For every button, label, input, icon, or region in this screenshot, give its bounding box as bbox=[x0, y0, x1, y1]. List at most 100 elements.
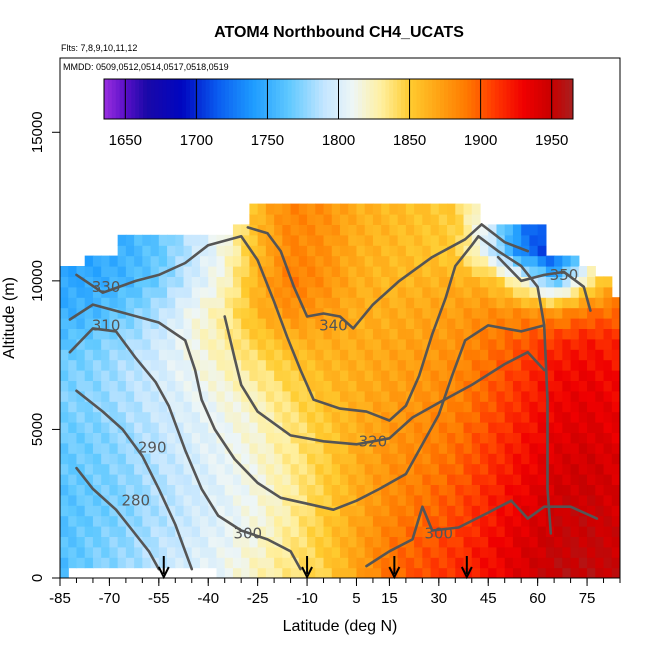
heatmap-cell bbox=[348, 286, 358, 298]
heatmap-cell bbox=[249, 390, 259, 402]
heatmap-cell bbox=[480, 453, 489, 465]
heatmap-cell bbox=[340, 422, 349, 433]
heatmap-cell bbox=[134, 526, 143, 537]
heatmap-cell bbox=[587, 546, 596, 558]
heatmap-cell bbox=[200, 276, 209, 288]
heatmap-cell bbox=[323, 370, 333, 381]
heatmap-cell bbox=[167, 255, 176, 267]
heatmap-cell bbox=[150, 411, 160, 423]
heatmap-cell bbox=[134, 245, 143, 257]
heatmap-cell bbox=[142, 359, 152, 371]
heatmap-cell bbox=[68, 546, 78, 558]
heatmap-cell bbox=[76, 474, 86, 485]
colorbar-cell bbox=[326, 79, 332, 119]
heatmap-cell bbox=[438, 390, 448, 402]
heatmap-cell bbox=[545, 401, 555, 413]
heatmap-cell bbox=[158, 432, 168, 444]
heatmap-cell bbox=[471, 203, 481, 215]
heatmap-cell bbox=[265, 245, 275, 257]
contour-line bbox=[496, 255, 592, 312]
heatmap-cell bbox=[117, 401, 127, 413]
heatmap-cell bbox=[595, 328, 605, 340]
heatmap-cell bbox=[447, 463, 456, 475]
contour-label: 290 bbox=[138, 438, 167, 456]
heatmap-cell bbox=[405, 463, 415, 475]
heatmap-cell bbox=[389, 255, 399, 267]
heatmap-cell bbox=[405, 411, 415, 423]
heatmap-cell bbox=[257, 328, 267, 340]
heatmap-cell bbox=[447, 318, 456, 329]
heatmap-cell bbox=[356, 307, 366, 319]
heatmap-cell bbox=[537, 557, 547, 569]
heatmap-cell bbox=[134, 453, 143, 465]
heatmap-cell bbox=[307, 359, 316, 371]
heatmap-cell bbox=[430, 297, 440, 309]
heatmap-cell bbox=[60, 484, 69, 496]
heatmap-cell bbox=[422, 286, 432, 298]
heatmap-cell bbox=[364, 401, 374, 413]
heatmap-cell bbox=[134, 463, 143, 475]
heatmap-cells bbox=[60, 203, 620, 578]
heatmap-cell bbox=[603, 515, 613, 527]
heatmap-cell bbox=[315, 453, 325, 465]
heatmap-cell bbox=[76, 546, 86, 558]
heatmap-cell bbox=[216, 557, 226, 569]
heatmap-cell bbox=[471, 318, 481, 329]
heatmap-cell bbox=[504, 432, 514, 444]
heatmap-cell bbox=[471, 453, 481, 465]
colorbar-cell bbox=[107, 79, 113, 119]
heatmap-cell bbox=[537, 276, 547, 288]
heatmap-cell bbox=[447, 380, 456, 392]
heatmap-cell bbox=[249, 286, 259, 298]
heatmap-cell bbox=[537, 234, 547, 246]
heatmap-cell bbox=[414, 442, 423, 454]
heatmap-cell bbox=[562, 318, 572, 329]
heatmap-cell bbox=[208, 380, 218, 392]
heatmap-cell bbox=[84, 297, 94, 309]
heatmap-cell bbox=[455, 494, 465, 506]
heatmap-cell bbox=[175, 494, 185, 506]
heatmap-cell bbox=[545, 266, 555, 277]
heatmap-cell bbox=[496, 286, 506, 298]
heatmap-cell bbox=[356, 255, 366, 267]
heatmap-cell bbox=[175, 338, 185, 350]
heatmap-cell bbox=[537, 422, 547, 433]
heatmap-cell bbox=[340, 245, 349, 257]
heatmap-cell bbox=[216, 505, 226, 517]
heatmap-cell bbox=[438, 484, 448, 496]
heatmap-cell bbox=[356, 224, 366, 236]
colorbar-cell bbox=[522, 79, 527, 119]
heatmap-cell bbox=[570, 307, 580, 319]
colorbar-cell bbox=[369, 79, 375, 119]
heatmap-cell bbox=[274, 380, 283, 392]
heatmap-cell bbox=[570, 432, 580, 444]
heatmap-cell bbox=[356, 463, 366, 475]
heatmap-cell bbox=[521, 401, 531, 413]
heatmap-cell bbox=[422, 214, 432, 225]
heatmap-cell bbox=[405, 276, 415, 288]
heatmap-cell bbox=[521, 328, 531, 340]
heatmap-cell bbox=[397, 266, 407, 277]
heatmap-cell bbox=[150, 286, 160, 298]
heatmap-cell bbox=[463, 234, 473, 246]
heatmap-cell bbox=[381, 474, 391, 485]
heatmap-cell bbox=[397, 390, 407, 402]
heatmap-cell bbox=[521, 515, 531, 527]
heatmap-cell bbox=[356, 546, 366, 558]
heatmap-cell bbox=[438, 307, 448, 319]
heatmap-cell bbox=[554, 453, 563, 465]
heatmap-cell bbox=[372, 214, 382, 225]
heatmap-cell bbox=[175, 526, 185, 537]
heatmap-cell bbox=[603, 349, 613, 361]
heatmap-cell bbox=[611, 422, 620, 433]
heatmap-cell bbox=[167, 505, 176, 517]
heatmap-cell bbox=[68, 359, 78, 371]
heatmap-cell bbox=[158, 349, 168, 361]
heatmap-cell bbox=[570, 318, 580, 329]
heatmap-cell bbox=[216, 276, 226, 288]
heatmap-cell bbox=[340, 390, 349, 402]
heatmap-cell bbox=[331, 214, 341, 225]
heatmap-cell bbox=[265, 359, 275, 371]
heatmap-cell bbox=[224, 432, 234, 444]
